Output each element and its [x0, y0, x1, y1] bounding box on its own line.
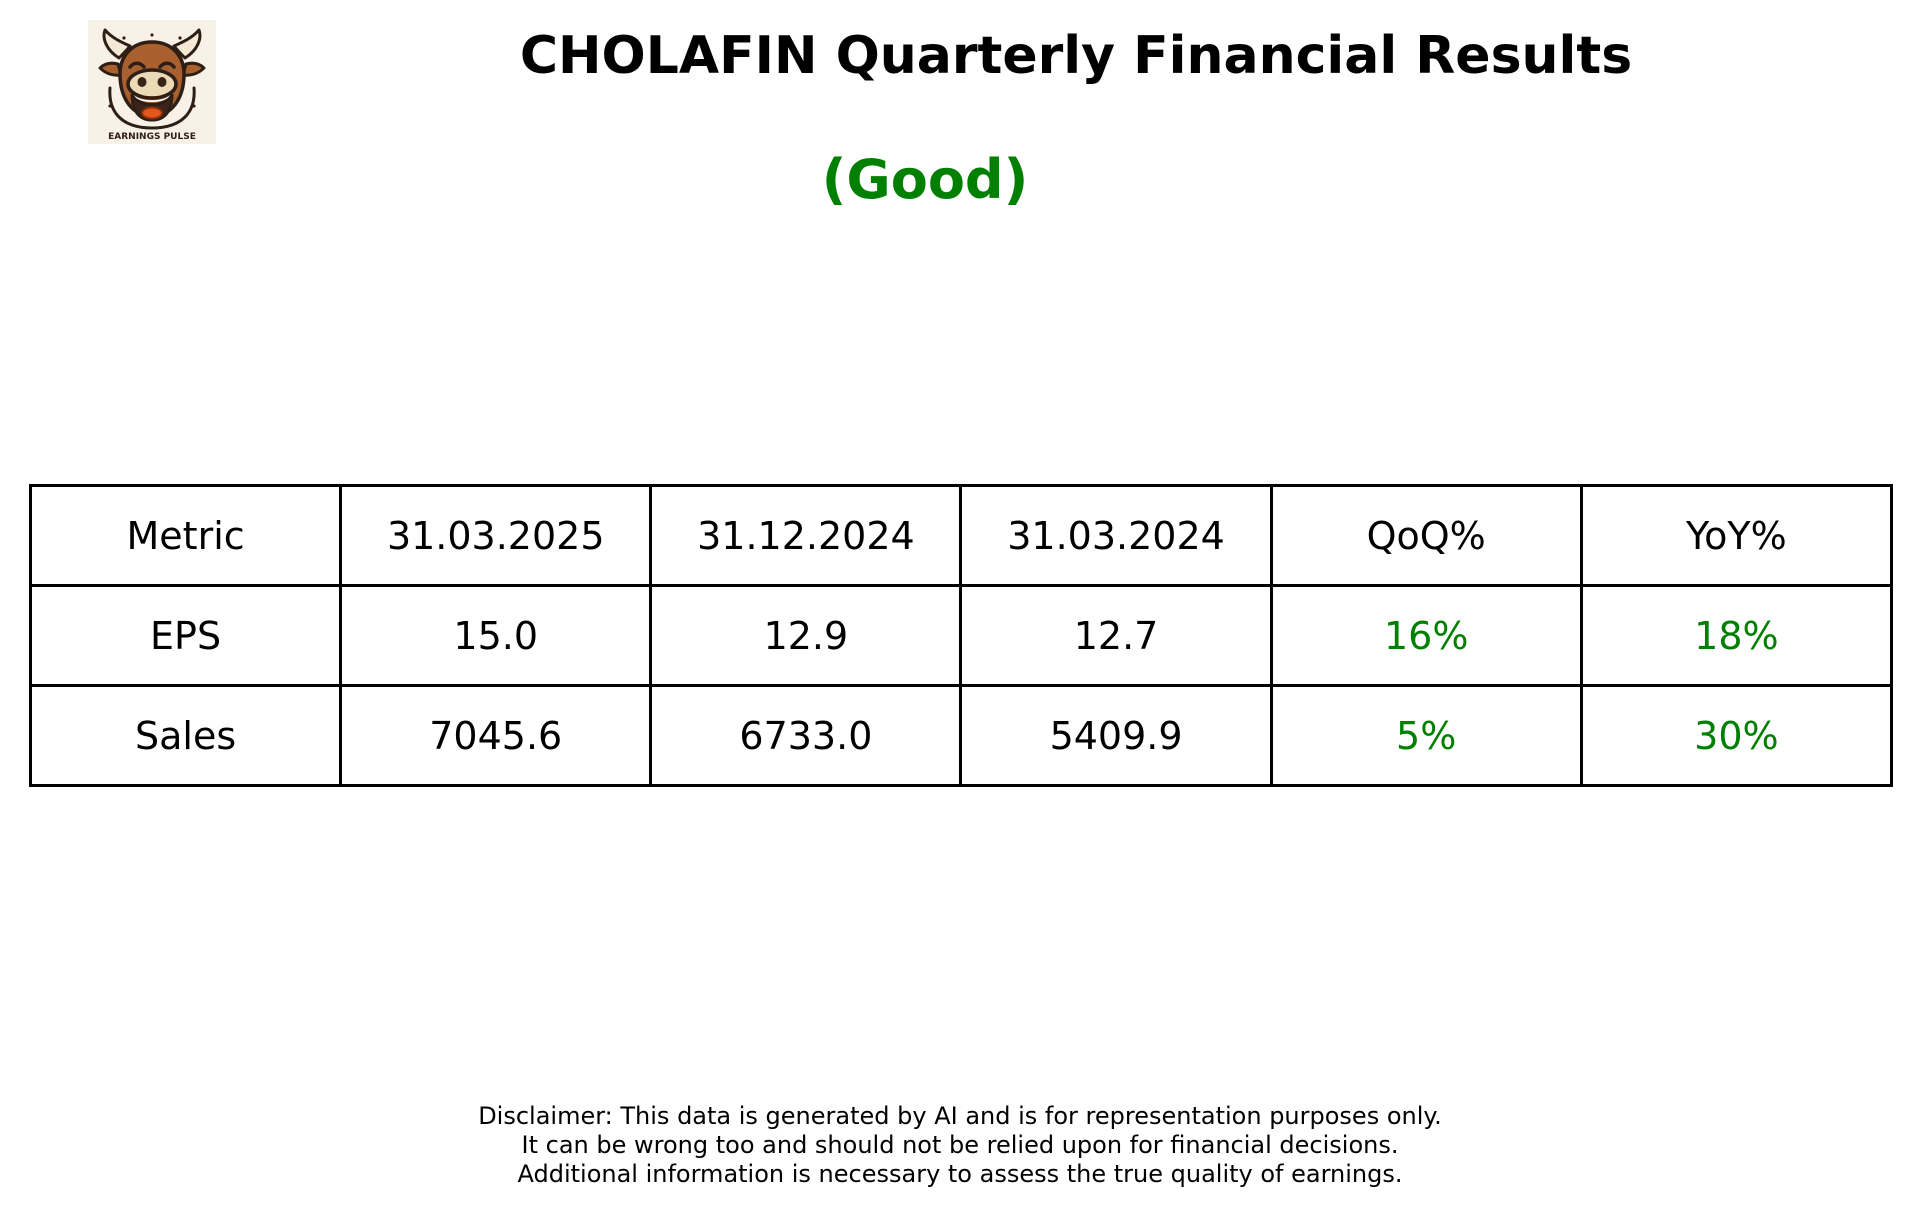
- value-cell: 6733.0: [649, 684, 963, 787]
- verdict-badge: (Good): [821, 148, 1029, 211]
- disclaimer-line: It can be wrong too and should not be re…: [521, 1131, 1399, 1159]
- yoy-cell: 30%: [1579, 684, 1894, 787]
- disclaimer: Disclaimer: This data is generated by AI…: [478, 1102, 1442, 1189]
- earnings-pulse-logo: EARNINGS PULSE: [88, 20, 216, 144]
- qoq-cell: 16%: [1269, 584, 1583, 687]
- column-header-metric: Metric: [28, 484, 343, 587]
- column-header-qoq: QoQ%: [1269, 484, 1583, 587]
- value-cell: 7045.6: [339, 684, 653, 787]
- table-row-eps: EPS 15.0 12.9 12.7 16% 18%: [28, 584, 1894, 687]
- value-cell: 12.9: [649, 584, 963, 687]
- column-header-q-previous: 31.12.2024: [649, 484, 963, 587]
- bull-icon: EARNINGS PULSE: [88, 20, 216, 144]
- yoy-cell: 18%: [1579, 584, 1894, 687]
- disclaimer-line: Disclaimer: This data is generated by AI…: [478, 1102, 1442, 1130]
- qoq-cell: 5%: [1269, 684, 1583, 787]
- value-cell: 5409.9: [959, 684, 1273, 787]
- column-header-q-current: 31.03.2025: [339, 484, 653, 587]
- table-row-sales: Sales 7045.6 6733.0 5409.9 5% 30%: [28, 684, 1894, 787]
- disclaimer-line: Additional information is necessary to a…: [517, 1160, 1403, 1188]
- value-cell: 15.0: [339, 584, 653, 687]
- column-header-yoy: YoY%: [1579, 484, 1894, 587]
- results-table: Metric 31.03.2025 31.12.2024 31.03.2024 …: [28, 484, 1894, 787]
- brand-label: EARNINGS PULSE: [108, 132, 196, 142]
- table-header-row: Metric 31.03.2025 31.12.2024 31.03.2024 …: [28, 484, 1894, 587]
- value-cell: 12.7: [959, 584, 1273, 687]
- metric-cell: EPS: [28, 584, 343, 687]
- page-title: CHOLAFIN Quarterly Financial Results: [519, 26, 1633, 86]
- metric-cell: Sales: [28, 684, 343, 787]
- column-header-q-yearago: 31.03.2024: [959, 484, 1273, 587]
